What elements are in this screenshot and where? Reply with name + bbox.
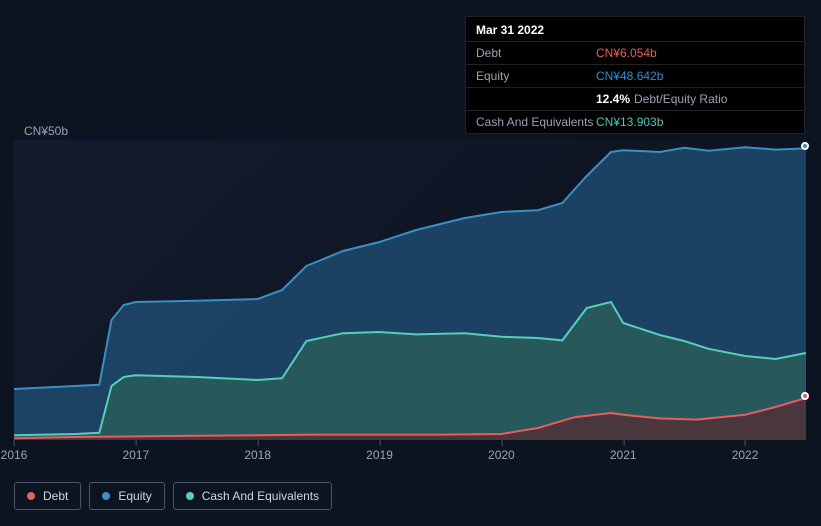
tooltip-debt-value: CN¥6.054b: [596, 46, 794, 60]
tooltip-equity-label: Equity: [476, 69, 596, 83]
circle-icon: [27, 492, 35, 500]
tooltip-ratio-value: 12.4%: [596, 92, 630, 106]
tooltip-debt-label: Debt: [476, 46, 596, 60]
chart-area[interactable]: [14, 140, 806, 440]
x-axis: 2016201720182019202020212022: [14, 448, 806, 468]
legend-debt[interactable]: Debt: [14, 482, 81, 510]
tooltip-equity-value: CN¥48.642b: [596, 69, 794, 83]
chart-tooltip: Mar 31 2022 Debt CN¥6.054b Equity CN¥48.…: [465, 16, 805, 134]
x-tick-label: 2020: [488, 448, 515, 462]
tooltip-row-debt: Debt CN¥6.054b: [466, 42, 804, 65]
equity-end-dot-icon: [801, 142, 809, 150]
x-tick-label: 2018: [244, 448, 271, 462]
chart-svg: [14, 140, 806, 440]
chart-legend: Debt Equity Cash And Equivalents: [14, 482, 332, 510]
tooltip-ratio: 12.4% Debt/Equity Ratio: [596, 92, 794, 106]
tooltip-ratio-label: Debt/Equity Ratio: [634, 92, 727, 106]
legend-equity-label: Equity: [118, 489, 151, 503]
x-tick-label: 2019: [366, 448, 393, 462]
legend-equity[interactable]: Equity: [89, 482, 164, 510]
legend-debt-label: Debt: [43, 489, 68, 503]
tooltip-row-equity: Equity CN¥48.642b: [466, 65, 804, 88]
x-tick-label: 2022: [732, 448, 759, 462]
x-tick-label: 2017: [122, 448, 149, 462]
x-tick-label: 2016: [1, 448, 28, 462]
x-tick-label: 2021: [610, 448, 637, 462]
legend-cash-label: Cash And Equivalents: [202, 489, 319, 503]
tooltip-date: Mar 31 2022: [466, 17, 804, 42]
tooltip-cash-value: CN¥13.903b: [596, 115, 794, 129]
debt-end-dot-icon: [801, 392, 809, 400]
tooltip-row-cash: Cash And Equivalents CN¥13.903b: [466, 111, 804, 133]
y-axis-max-label: CN¥50b: [24, 124, 68, 138]
circle-icon: [102, 492, 110, 500]
tooltip-cash-label: Cash And Equivalents: [476, 115, 596, 129]
legend-cash[interactable]: Cash And Equivalents: [173, 482, 332, 510]
circle-icon: [186, 492, 194, 500]
tooltip-row-ratio: 12.4% Debt/Equity Ratio: [466, 88, 804, 111]
tooltip-ratio-spacer: [476, 92, 596, 106]
